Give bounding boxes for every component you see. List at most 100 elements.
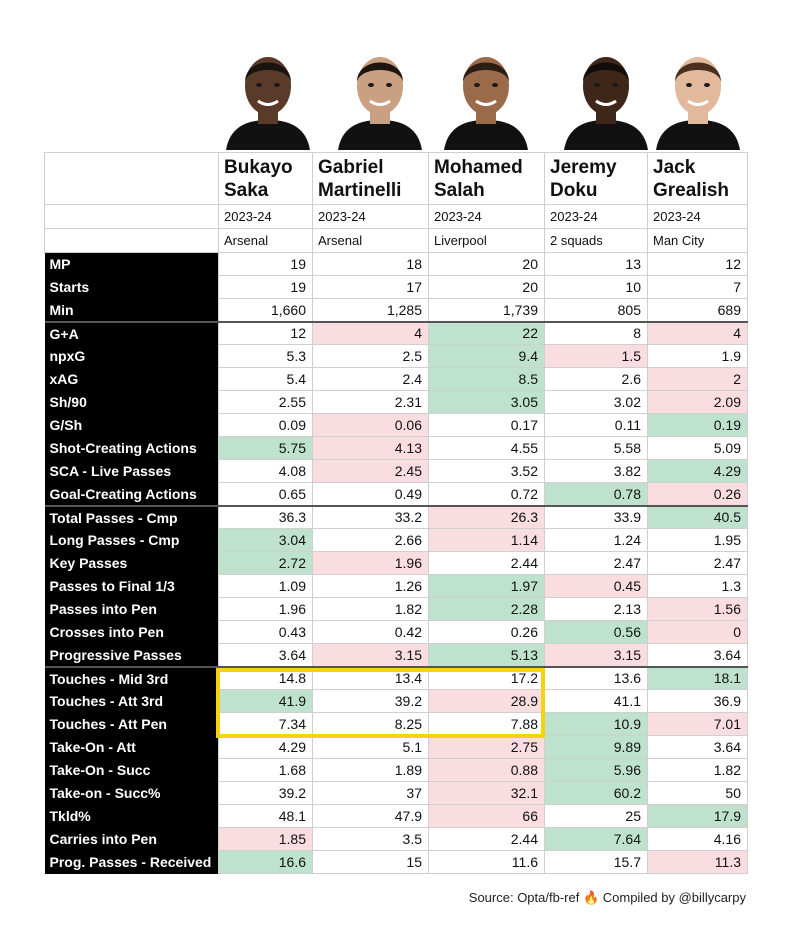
- stat-label: G+A: [44, 320, 219, 345]
- player-photo-salah: [436, 38, 536, 150]
- stat-value: 0.88: [428, 758, 545, 782]
- stat-value: 5.58: [544, 436, 648, 460]
- stat-value: 2.31: [312, 390, 429, 414]
- stat-label: Take-On - Succ: [44, 758, 219, 782]
- stat-value: 0.06: [312, 413, 429, 437]
- stat-value: 0.56: [544, 620, 648, 644]
- stat-value: 1.9: [647, 344, 748, 368]
- stat-value: 60.2: [544, 781, 648, 805]
- stat-value: 66: [428, 804, 545, 828]
- stat-value: 4.13: [312, 436, 429, 460]
- stat-value: 0.72: [428, 482, 545, 506]
- stat-value: 3.05: [428, 390, 545, 414]
- stat-value: 2.6: [544, 367, 648, 391]
- stat-value: 2.75: [428, 735, 545, 759]
- stat-value: 1.3: [647, 574, 748, 598]
- player-season: 2023-24: [544, 204, 648, 229]
- stat-row: Prog. Passes - Received 16.6 15 11.6 15.7 11.…: [44, 850, 748, 874]
- corner-cell: [44, 228, 219, 253]
- stat-row: Take-on - Succ% 39.2 37 32.1 60.2 50: [44, 781, 748, 805]
- player-photo-grealish: [648, 38, 748, 150]
- stat-row: Min 1,660 1,285 1,739 805 689: [44, 298, 748, 322]
- stat-row: Tkld% 48.1 47.9 66 25 17.9: [44, 804, 748, 828]
- stat-value: 4: [647, 320, 748, 345]
- stat-value: 10: [544, 275, 648, 299]
- stat-label: Take-On - Att: [44, 735, 219, 759]
- stat-label: MP: [44, 252, 219, 276]
- stat-value: 0.26: [428, 620, 545, 644]
- stat-value: 4.55: [428, 436, 545, 460]
- stat-row: Touches - Att Pen 7.34 8.25 7.88 10.9 7.01: [44, 712, 748, 736]
- stat-value: 3.02: [544, 390, 648, 414]
- stat-label: Take-on - Succ%: [44, 781, 219, 805]
- stat-value: 0.65: [218, 482, 313, 506]
- stat-row: Crosses into Pen 0.43 0.42 0.26 0.56 0: [44, 620, 748, 644]
- player-first-name: Jeremy: [550, 157, 617, 178]
- corner-cell: [44, 152, 219, 205]
- stat-row: Take-On - Succ 1.68 1.89 0.88 5.96 1.82: [44, 758, 748, 782]
- stat-value: 1.96: [312, 551, 429, 575]
- stat-value: 1.5: [544, 344, 648, 368]
- stat-value: 2.72: [218, 551, 313, 575]
- stat-label: Starts: [44, 275, 219, 299]
- stat-value: 14.8: [218, 665, 313, 690]
- player-first-name: Jack: [653, 157, 696, 178]
- stat-value: 16.6: [218, 850, 313, 874]
- stat-label: npxG: [44, 344, 219, 368]
- player-name: Jeremy Doku: [544, 152, 648, 205]
- stat-label: Passes to Final 1/3: [44, 574, 219, 598]
- stat-label: Crosses into Pen: [44, 620, 219, 644]
- player-season: 2023-24: [312, 204, 429, 229]
- stat-value: 25: [544, 804, 648, 828]
- stat-value: 3.15: [544, 643, 648, 667]
- stat-value: 36.9: [647, 689, 748, 713]
- stat-value: 0.19: [647, 413, 748, 437]
- stat-value: 7.34: [218, 712, 313, 736]
- stat-row: SCA - Live Passes 4.08 2.45 3.52 3.82 4.29: [44, 459, 748, 483]
- player-first-name: Gabriel: [318, 157, 384, 178]
- stat-value: 13.6: [544, 665, 648, 690]
- player-team: Man City: [647, 228, 748, 253]
- player-photo-martinelli: [330, 38, 430, 150]
- stat-value: 2.28: [428, 597, 545, 621]
- stat-value: 3.64: [647, 643, 748, 667]
- comparison-table: Bukayo Saka Gabriel Martinelli Mohamed Salah J…: [44, 152, 748, 874]
- player-team: Arsenal: [218, 228, 313, 253]
- stat-label: Key Passes: [44, 551, 219, 575]
- stat-value: 0.45: [544, 574, 648, 598]
- stat-row: Progressive Passes 3.64 3.15 5.13 3.15 3.64: [44, 643, 748, 667]
- portrait-illustration: [564, 57, 648, 150]
- portrait-illustration: [226, 57, 310, 150]
- header-team-row: Arsenal Arsenal Liverpool 2 squads Man City: [44, 228, 748, 253]
- stat-value: 0.42: [312, 620, 429, 644]
- stat-value: 0.09: [218, 413, 313, 437]
- stat-row: G/Sh 0.09 0.06 0.17 0.11 0.19: [44, 413, 748, 437]
- stat-value: 18.1: [647, 665, 748, 690]
- stat-value: 8.25: [312, 712, 429, 736]
- stat-value: 1.68: [218, 758, 313, 782]
- stat-label: Shot-Creating Actions: [44, 436, 219, 460]
- stat-value: 5.75: [218, 436, 313, 460]
- player-season: 2023-24: [218, 204, 313, 229]
- stat-value: 1.89: [312, 758, 429, 782]
- stat-value: 689: [647, 298, 748, 322]
- stat-value: 48.1: [218, 804, 313, 828]
- player-season: 2023-24: [428, 204, 545, 229]
- stat-row: MP 19 18 20 13 12: [44, 252, 748, 276]
- stat-value: 26.3: [428, 504, 545, 529]
- stat-value: 22: [428, 320, 545, 345]
- stat-value: 1,739: [428, 298, 545, 322]
- stat-label: Goal-Creating Actions: [44, 482, 219, 506]
- stat-value: 13: [544, 252, 648, 276]
- stat-value: 15: [312, 850, 429, 874]
- stat-value: 8.5: [428, 367, 545, 391]
- header-names-row: Bukayo Saka Gabriel Martinelli Mohamed Salah J…: [44, 152, 748, 205]
- stat-row: Touches - Mid 3rd 14.8 13.4 17.2 13.6 18.1: [44, 665, 748, 690]
- stat-value: 7.64: [544, 827, 648, 851]
- player-first-name: Mohamed: [434, 157, 523, 178]
- stat-row: Take-On - Att 4.29 5.1 2.75 9.89 3.64: [44, 735, 748, 759]
- player-photo-saka: [218, 38, 318, 150]
- stat-label: Passes into Pen: [44, 597, 219, 621]
- stat-value: 2.66: [312, 528, 429, 552]
- stat-value: 2.44: [428, 551, 545, 575]
